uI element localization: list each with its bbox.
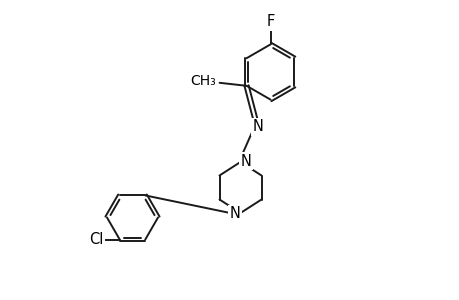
Text: F: F	[266, 14, 274, 29]
Text: CH₃: CH₃	[190, 74, 216, 88]
Text: N: N	[240, 154, 251, 169]
Text: N: N	[229, 206, 240, 221]
Text: N: N	[252, 119, 263, 134]
Text: Cl: Cl	[89, 232, 104, 247]
